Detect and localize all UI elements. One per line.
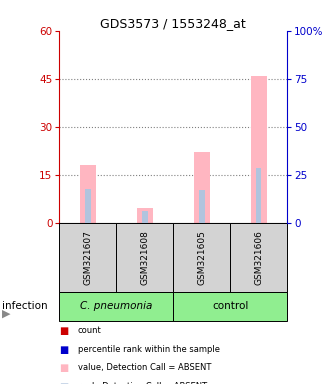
- Text: C. pneumonia: C. pneumonia: [80, 301, 152, 311]
- Text: ■: ■: [59, 326, 69, 336]
- Bar: [199, 190, 205, 223]
- Text: ■: ■: [59, 382, 69, 384]
- Text: ▶: ▶: [2, 308, 10, 318]
- Bar: [194, 152, 210, 223]
- Bar: [116, 223, 173, 292]
- Bar: [59, 223, 116, 292]
- Text: infection: infection: [2, 301, 47, 311]
- Text: GSM321607: GSM321607: [83, 230, 92, 285]
- Text: ■: ■: [59, 363, 69, 373]
- Bar: [59, 292, 173, 321]
- Bar: [85, 189, 91, 223]
- Text: percentile rank within the sample: percentile rank within the sample: [78, 345, 219, 354]
- Bar: [137, 208, 153, 223]
- Bar: [256, 168, 261, 223]
- Bar: [142, 211, 148, 223]
- Title: GDS3573 / 1553248_at: GDS3573 / 1553248_at: [100, 17, 246, 30]
- Text: GSM321608: GSM321608: [140, 230, 149, 285]
- Bar: [230, 223, 287, 292]
- Text: value, Detection Call = ABSENT: value, Detection Call = ABSENT: [78, 363, 211, 372]
- Text: control: control: [212, 301, 248, 311]
- Bar: [173, 223, 230, 292]
- Text: GSM321605: GSM321605: [197, 230, 206, 285]
- Text: count: count: [78, 326, 101, 335]
- Bar: [173, 292, 287, 321]
- Bar: [80, 165, 96, 223]
- Text: GSM321606: GSM321606: [254, 230, 263, 285]
- Bar: [251, 76, 267, 223]
- Text: rank, Detection Call = ABSENT: rank, Detection Call = ABSENT: [78, 382, 207, 384]
- Text: ■: ■: [59, 345, 69, 355]
